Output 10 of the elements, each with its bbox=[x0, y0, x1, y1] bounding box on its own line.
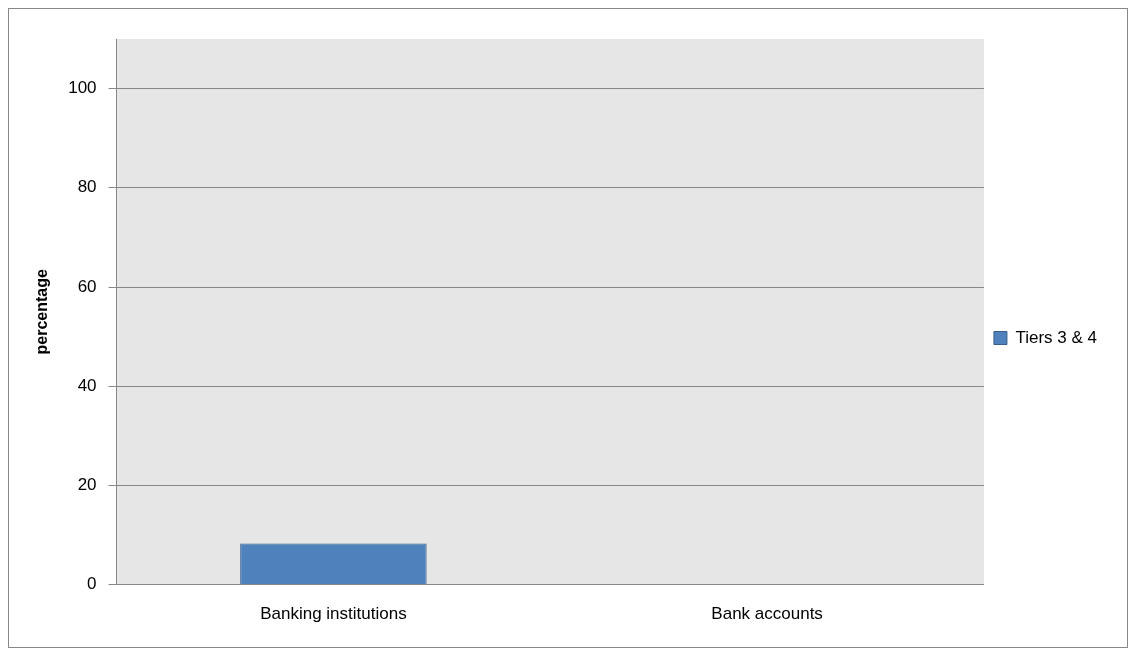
legend-label: Tiers 3 & 4 bbox=[1015, 327, 1098, 347]
y-tick-label: 60 bbox=[77, 276, 97, 296]
x-tick-label: Banking institutions bbox=[260, 604, 407, 624]
y-tick-label: 0 bbox=[87, 574, 97, 594]
x-tick-label: Bank accounts bbox=[711, 604, 823, 624]
y-tick-label: 80 bbox=[77, 177, 97, 197]
y-tick-label: 40 bbox=[77, 375, 97, 395]
y-axis-title: percentage bbox=[33, 269, 51, 355]
y-tick-label: 20 bbox=[77, 475, 97, 495]
y-tick-label: 100 bbox=[68, 78, 97, 98]
